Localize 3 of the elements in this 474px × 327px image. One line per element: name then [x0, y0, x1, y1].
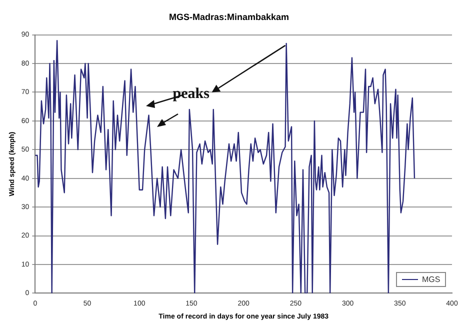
annotation: peaks — [172, 86, 210, 104]
legend-label: MGS — [422, 275, 440, 284]
chart-title: MGS-Madras:Minambakkam — [168, 12, 290, 22]
